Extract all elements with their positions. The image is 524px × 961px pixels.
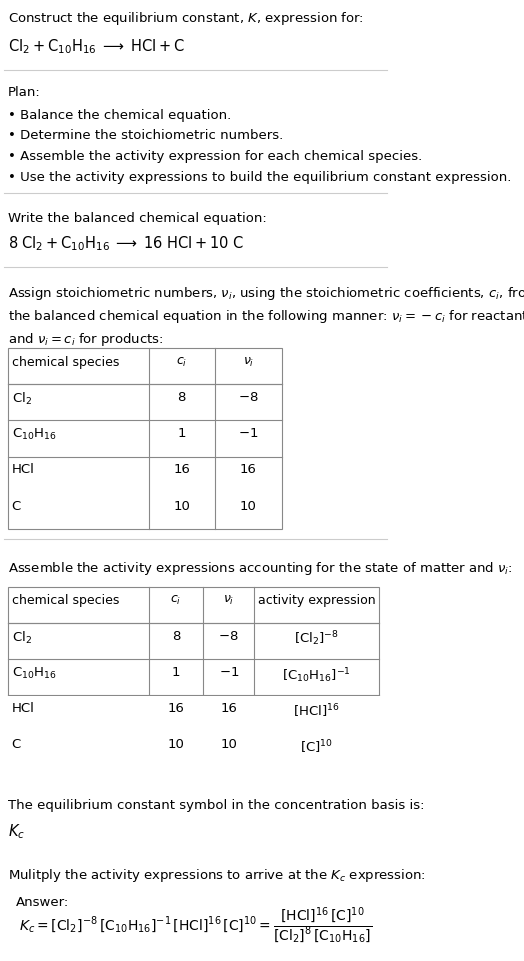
Text: $c_i$: $c_i$: [170, 594, 182, 606]
Bar: [8, 348, 281, 529]
Text: 10: 10: [240, 500, 257, 512]
Text: $[\mathrm{Cl_2}]^{-8}$: $[\mathrm{Cl_2}]^{-8}$: [294, 629, 339, 649]
FancyBboxPatch shape: [6, 884, 381, 961]
Text: $\mathrm{Cl_2 + C_{10}H_{16} \;\longrightarrow\; HCl + C}$: $\mathrm{Cl_2 + C_{10}H_{16} \;\longrigh…: [8, 37, 185, 56]
Text: HCl: HCl: [12, 702, 35, 715]
Text: $-1$: $-1$: [238, 428, 258, 440]
Text: $\mathrm{8\; Cl_2 + C_{10}H_{16} \;\longrightarrow\; 16\; HCl + 10\; C}$: $\mathrm{8\; Cl_2 + C_{10}H_{16} \;\long…: [8, 234, 243, 253]
Text: 10: 10: [173, 500, 190, 512]
Text: Mulitply the activity expressions to arrive at the $K_c$ expression:: Mulitply the activity expressions to arr…: [8, 867, 425, 884]
Text: The equilibrium constant symbol in the concentration basis is:: The equilibrium constant symbol in the c…: [8, 799, 424, 812]
Text: C: C: [12, 738, 21, 752]
Text: $K_c = [\mathrm{Cl_2}]^{-8}\,[\mathrm{C_{10}H_{16}}]^{-1}\,[\mathrm{HCl}]^{16}\,: $K_c = [\mathrm{Cl_2}]^{-8}\,[\mathrm{C_…: [19, 906, 372, 947]
Text: Construct the equilibrium constant, $K$, expression for:: Construct the equilibrium constant, $K$,…: [8, 11, 364, 28]
Text: 16: 16: [173, 463, 190, 477]
Text: $\nu_i$: $\nu_i$: [223, 594, 234, 606]
Text: $[\mathrm{HCl}]^{16}$: $[\mathrm{HCl}]^{16}$: [293, 702, 340, 720]
Text: 10: 10: [220, 738, 237, 752]
Text: • Use the activity expressions to build the equilibrium constant expression.: • Use the activity expressions to build …: [8, 171, 511, 185]
Text: 1: 1: [172, 666, 180, 679]
Text: 16: 16: [168, 702, 184, 715]
Text: $\nu_i$: $\nu_i$: [243, 357, 254, 369]
Text: Plan:: Plan:: [8, 86, 40, 99]
Text: 1: 1: [178, 428, 186, 440]
Text: chemical species: chemical species: [12, 594, 119, 606]
Text: 16: 16: [240, 463, 257, 477]
Text: 16: 16: [220, 702, 237, 715]
Text: chemical species: chemical species: [12, 357, 119, 369]
Text: Answer:: Answer:: [16, 897, 69, 909]
Text: C: C: [12, 500, 21, 512]
Text: $[\mathrm{C}]^{10}$: $[\mathrm{C}]^{10}$: [300, 738, 333, 756]
Text: $-1$: $-1$: [219, 666, 239, 679]
Text: Write the balanced chemical equation:: Write the balanced chemical equation:: [8, 211, 267, 225]
Text: Assign stoichiometric numbers, $\nu_i$, using the stoichiometric coefficients, $: Assign stoichiometric numbers, $\nu_i$, …: [8, 285, 524, 348]
Bar: [8, 586, 379, 768]
Text: $-8$: $-8$: [219, 629, 239, 643]
Text: HCl: HCl: [12, 463, 35, 477]
Text: $\mathrm{Cl_2}$: $\mathrm{Cl_2}$: [12, 629, 31, 646]
Text: 8: 8: [178, 391, 186, 404]
Text: 8: 8: [172, 629, 180, 643]
Text: 10: 10: [168, 738, 184, 752]
Text: $\mathrm{C_{10}H_{16}}$: $\mathrm{C_{10}H_{16}}$: [12, 666, 57, 681]
Text: $\mathrm{Cl_2}$: $\mathrm{Cl_2}$: [12, 391, 31, 407]
Text: • Assemble the activity expression for each chemical species.: • Assemble the activity expression for e…: [8, 150, 422, 163]
Text: $c_i$: $c_i$: [176, 357, 188, 369]
Text: $K_c$: $K_c$: [8, 822, 25, 841]
Text: $-8$: $-8$: [238, 391, 258, 404]
Text: $[\mathrm{C_{10}H_{16}}]^{-1}$: $[\mathrm{C_{10}H_{16}}]^{-1}$: [282, 666, 351, 684]
Text: $\mathrm{C_{10}H_{16}}$: $\mathrm{C_{10}H_{16}}$: [12, 428, 57, 442]
Text: Assemble the activity expressions accounting for the state of matter and $\nu_i$: Assemble the activity expressions accoun…: [8, 560, 512, 578]
Text: • Balance the chemical equation.: • Balance the chemical equation.: [8, 109, 231, 121]
Text: • Determine the stoichiometric numbers.: • Determine the stoichiometric numbers.: [8, 130, 283, 142]
Text: activity expression: activity expression: [258, 594, 376, 606]
